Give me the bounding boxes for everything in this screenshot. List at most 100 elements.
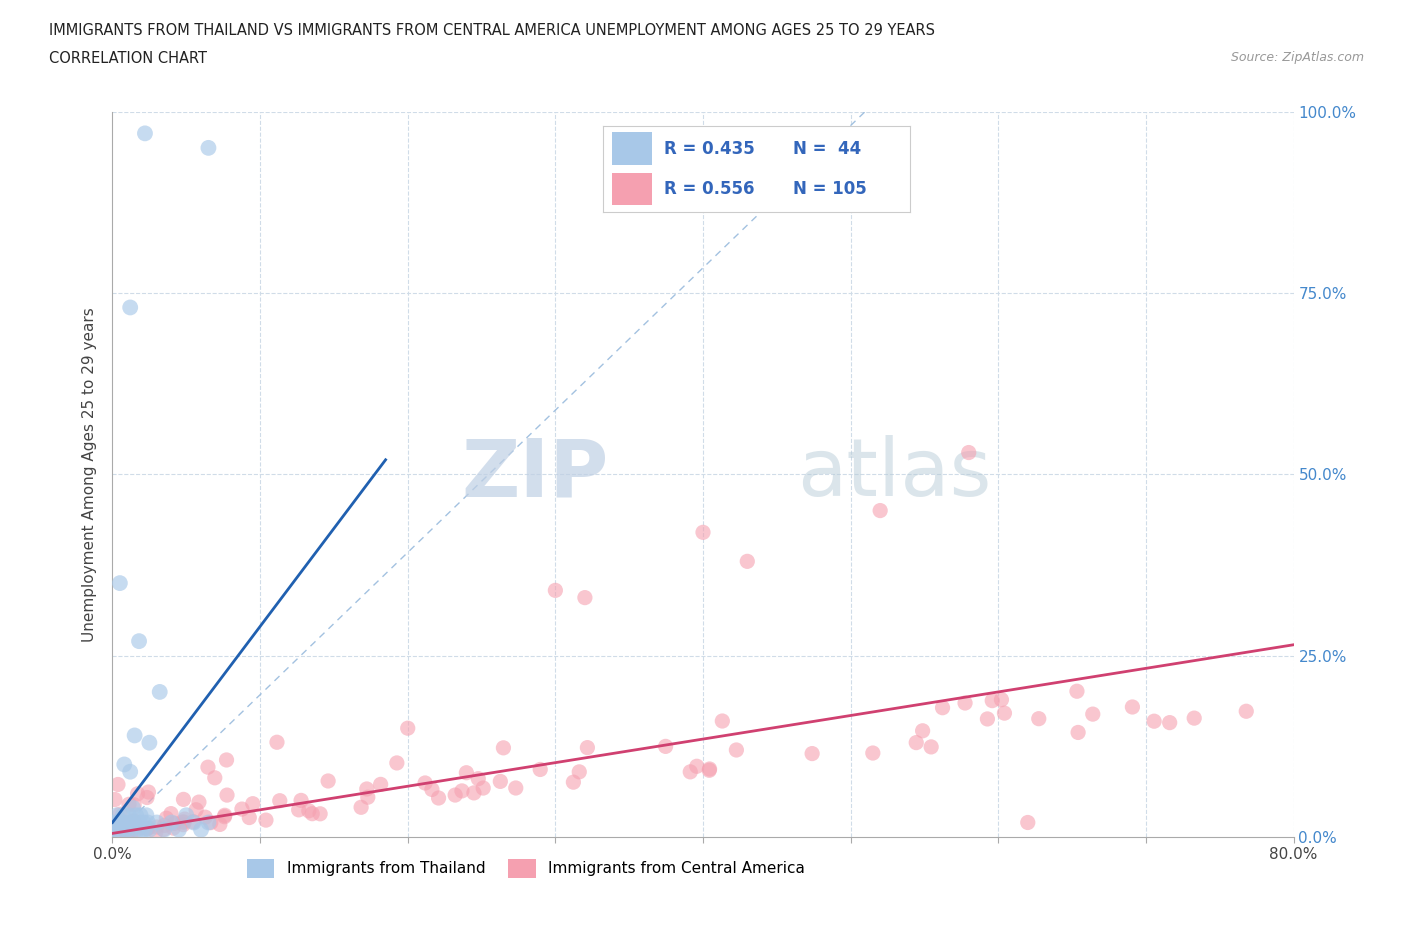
Point bbox=[124, 728, 146, 743]
Point bbox=[699, 762, 721, 777]
Point bbox=[529, 762, 551, 777]
Point bbox=[184, 803, 207, 817]
Point bbox=[127, 787, 149, 802]
Point bbox=[214, 808, 236, 823]
Point bbox=[120, 821, 142, 836]
Point bbox=[444, 788, 467, 803]
Point bbox=[357, 790, 380, 804]
Point bbox=[862, 746, 884, 761]
Point bbox=[138, 785, 160, 800]
Text: IMMIGRANTS FROM THAILAND VS IMMIGRANTS FROM CENTRAL AMERICA UNEMPLOYMENT AMONG A: IMMIGRANTS FROM THAILAND VS IMMIGRANTS F… bbox=[49, 23, 935, 38]
Point bbox=[287, 803, 309, 817]
Point bbox=[120, 815, 142, 830]
Point bbox=[544, 583, 567, 598]
Text: atlas: atlas bbox=[797, 435, 991, 513]
Point bbox=[107, 815, 129, 830]
Point bbox=[136, 790, 159, 805]
Point bbox=[905, 735, 928, 750]
Point bbox=[115, 828, 138, 843]
Point bbox=[122, 813, 145, 828]
Point bbox=[107, 777, 129, 792]
Point bbox=[869, 503, 891, 518]
Point bbox=[492, 740, 515, 755]
Point bbox=[149, 684, 172, 699]
Point bbox=[568, 764, 591, 779]
Point bbox=[1182, 711, 1205, 725]
Point bbox=[152, 822, 174, 837]
Point bbox=[114, 815, 136, 830]
Point bbox=[197, 140, 219, 155]
Point bbox=[105, 808, 128, 823]
Point bbox=[117, 822, 138, 837]
Point bbox=[472, 780, 495, 795]
Point bbox=[298, 804, 321, 818]
Point bbox=[456, 765, 478, 780]
Point bbox=[396, 721, 419, 736]
Point bbox=[121, 814, 143, 829]
Point bbox=[132, 820, 155, 835]
Point bbox=[215, 788, 238, 803]
Point bbox=[160, 806, 183, 821]
Point bbox=[134, 126, 156, 140]
Point bbox=[711, 713, 734, 728]
Point bbox=[197, 760, 219, 775]
Point bbox=[737, 554, 759, 569]
Point bbox=[204, 770, 226, 785]
Point bbox=[1234, 704, 1257, 719]
Point bbox=[990, 692, 1012, 707]
Point bbox=[231, 802, 253, 817]
Text: ZIP: ZIP bbox=[461, 435, 609, 513]
Point bbox=[269, 793, 291, 808]
Point bbox=[309, 806, 332, 821]
Point bbox=[1143, 713, 1166, 728]
Point bbox=[953, 696, 976, 711]
Point bbox=[153, 817, 176, 832]
Point bbox=[162, 820, 184, 835]
Point bbox=[451, 783, 474, 798]
Point bbox=[174, 808, 197, 823]
Point bbox=[105, 817, 128, 831]
Y-axis label: Unemployment Among Ages 25 to 29 years: Unemployment Among Ages 25 to 29 years bbox=[82, 307, 97, 642]
Point bbox=[654, 739, 676, 754]
Point bbox=[131, 822, 153, 837]
Legend: Immigrants from Thailand, Immigrants from Central America: Immigrants from Thailand, Immigrants fro… bbox=[240, 853, 811, 884]
Point bbox=[1017, 815, 1039, 830]
Point bbox=[976, 711, 998, 726]
Point bbox=[350, 800, 373, 815]
Point bbox=[385, 755, 408, 770]
Point bbox=[135, 821, 157, 836]
Point bbox=[104, 792, 127, 807]
Point bbox=[316, 774, 339, 789]
Text: N = 105: N = 105 bbox=[793, 179, 866, 198]
Point bbox=[138, 820, 160, 835]
Point bbox=[167, 822, 190, 837]
Point bbox=[108, 806, 131, 821]
Point bbox=[145, 819, 167, 834]
Point bbox=[242, 796, 264, 811]
Point bbox=[467, 771, 489, 786]
Point bbox=[931, 700, 953, 715]
Point bbox=[111, 808, 134, 823]
Point bbox=[121, 822, 143, 837]
Text: R = 0.435: R = 0.435 bbox=[664, 140, 755, 158]
Point bbox=[101, 822, 124, 837]
Point bbox=[1028, 711, 1050, 726]
Point bbox=[155, 811, 177, 826]
Point bbox=[112, 757, 135, 772]
Point bbox=[108, 576, 131, 591]
Point bbox=[266, 735, 288, 750]
Point bbox=[801, 746, 824, 761]
Point bbox=[108, 822, 131, 837]
Point bbox=[697, 763, 720, 777]
Point bbox=[911, 724, 934, 738]
Point bbox=[160, 815, 183, 830]
Point bbox=[118, 808, 141, 823]
Point bbox=[200, 816, 222, 830]
Point bbox=[692, 525, 714, 539]
Point bbox=[181, 815, 204, 830]
Point bbox=[138, 736, 160, 751]
Point bbox=[122, 801, 145, 816]
FancyBboxPatch shape bbox=[612, 132, 652, 165]
Point bbox=[172, 792, 194, 807]
Point bbox=[112, 822, 135, 837]
